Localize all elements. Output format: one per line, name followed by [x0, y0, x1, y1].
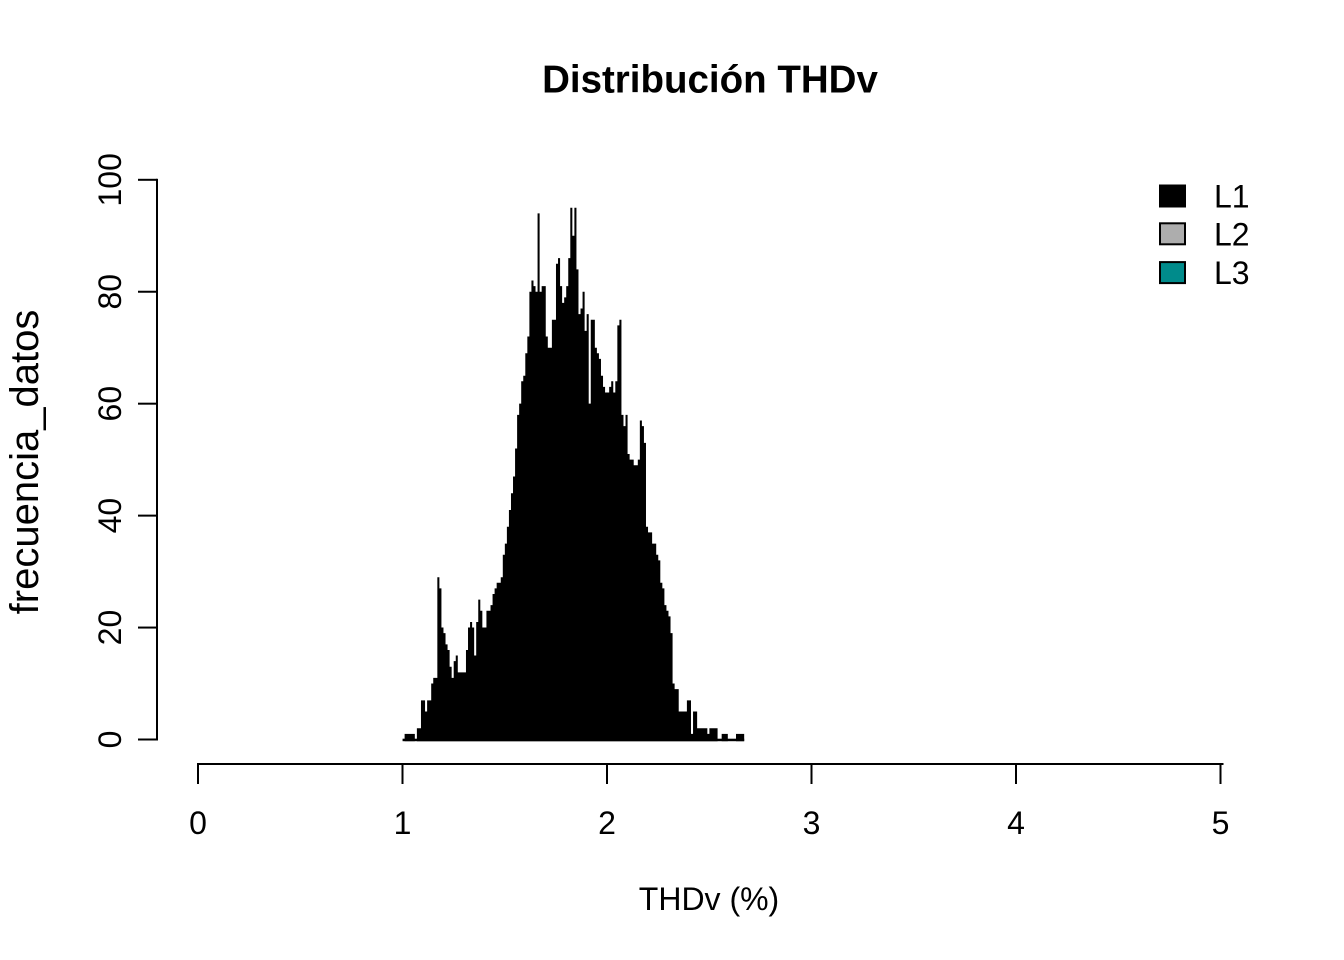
- svg-text:60: 60: [92, 386, 128, 422]
- svg-text:40: 40: [92, 498, 128, 534]
- svg-text:80: 80: [92, 274, 128, 310]
- svg-text:2: 2: [598, 805, 616, 841]
- svg-text:20: 20: [92, 610, 128, 646]
- svg-text:0: 0: [92, 731, 128, 749]
- svg-text:3: 3: [803, 805, 821, 841]
- svg-text:Distribución THDv: Distribución THDv: [542, 59, 878, 102]
- svg-text:frecuencia_datos: frecuencia_datos: [3, 310, 47, 615]
- svg-text:0: 0: [189, 805, 207, 841]
- svg-text:4: 4: [1007, 805, 1025, 841]
- svg-text:THDv (%): THDv (%): [639, 881, 779, 917]
- svg-text:5: 5: [1212, 805, 1230, 841]
- svg-text:L1: L1: [1214, 179, 1250, 215]
- svg-text:100: 100: [92, 153, 128, 206]
- svg-text:1: 1: [394, 805, 412, 841]
- svg-text:L3: L3: [1214, 255, 1250, 291]
- svg-text:L2: L2: [1214, 216, 1250, 252]
